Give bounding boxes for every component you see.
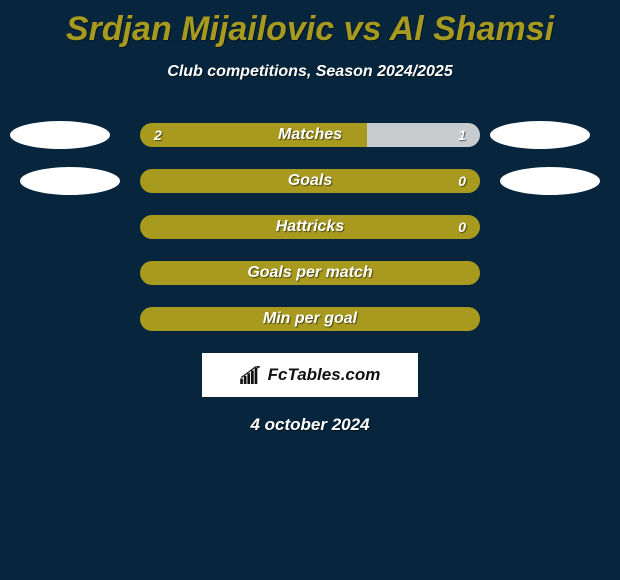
stat-row: Min per goal — [0, 307, 620, 331]
page-title: Srdjan Mijailovic vs Al Shamsi — [0, 0, 620, 49]
subtitle: Club competitions, Season 2024/2025 — [0, 63, 620, 81]
bar-chart-icon — [240, 366, 262, 384]
logo-text: FcTables.com — [268, 365, 381, 385]
stat-label: Goals per match — [140, 261, 480, 285]
logo-box: FcTables.com — [202, 353, 418, 397]
player-oval-right — [500, 167, 600, 195]
player-oval-left — [20, 167, 120, 195]
player-oval-right — [490, 121, 590, 149]
stat-bar: 21Matches — [140, 123, 480, 147]
stat-row: 0Hattricks — [0, 215, 620, 239]
stat-label: Matches — [140, 123, 480, 147]
stat-row: 0Goals — [0, 169, 620, 193]
stat-label: Min per goal — [140, 307, 480, 331]
stat-bar: Min per goal — [140, 307, 480, 331]
stat-label: Goals — [140, 169, 480, 193]
stat-bar: Goals per match — [140, 261, 480, 285]
player-oval-left — [10, 121, 110, 149]
stat-label: Hattricks — [140, 215, 480, 239]
stat-row: 21Matches — [0, 123, 620, 147]
stats-container: 21Matches 0Goals 0Hattricks Goals per match… — [0, 123, 620, 331]
stat-bar: 0Hattricks — [140, 215, 480, 239]
stat-bar: 0Goals — [140, 169, 480, 193]
date-label: 4 october 2024 — [0, 415, 620, 435]
stat-row: Goals per match — [0, 261, 620, 285]
